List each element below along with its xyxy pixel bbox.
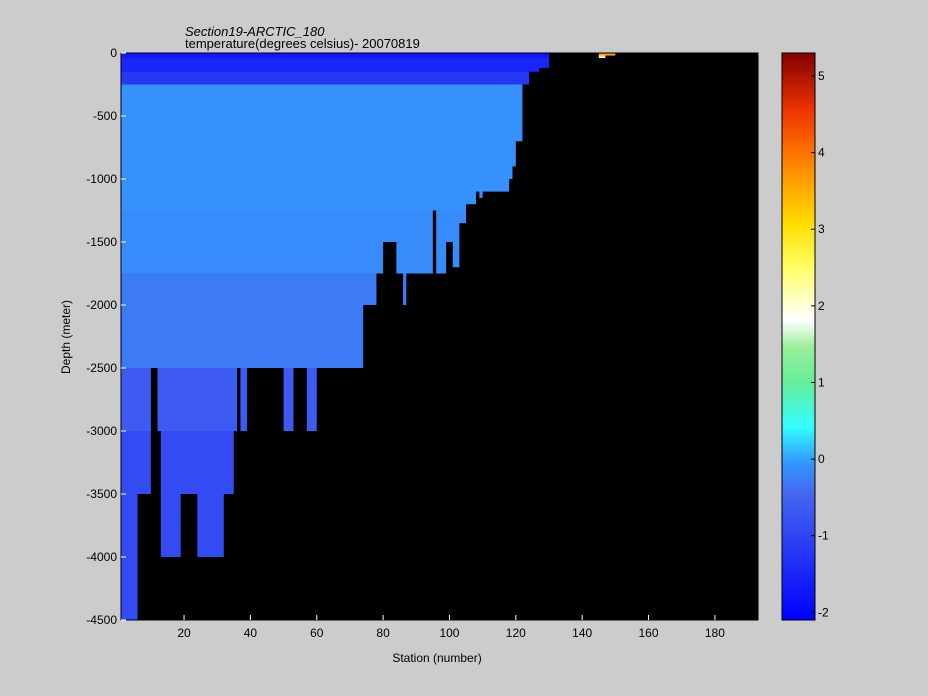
- x-tick-label: 20: [177, 626, 191, 640]
- y-tick-label: 0: [110, 46, 117, 60]
- y-axis-ticks: 0 -500 -1000 -1500 -2000 -2500 -3000 -3500 -4000…: [86, 46, 126, 627]
- y-tick-label: -2500: [86, 361, 117, 375]
- colorbar: -2 -1 0 1 2 3 4 5: [781, 52, 829, 621]
- plot-area: [120, 52, 759, 621]
- x-tick-label: 100: [439, 626, 459, 640]
- colorbar-tick-label: 1: [818, 375, 825, 389]
- temperature-layer: [121, 84, 549, 211]
- colorbar-tick-label: 4: [818, 146, 825, 160]
- chart-subtitle: temperature(degrees celsius)- 20070819: [185, 36, 420, 51]
- y-tick-label: -3500: [86, 487, 117, 501]
- chart-title: Section19-ARCTIC_180: [185, 24, 325, 39]
- colorbar-tick-label: 3: [818, 222, 825, 236]
- temperature-layer: [121, 58, 549, 72]
- colorbar-tick-label: -2: [818, 605, 829, 619]
- x-tick-label: 80: [376, 626, 390, 640]
- plot-frame: [120, 52, 759, 621]
- colorbar-gradient: [781, 52, 816, 621]
- temperature-layer: [121, 71, 549, 85]
- x-tick-label: 160: [639, 626, 659, 640]
- y-tick-label: -500: [93, 109, 117, 123]
- colorbar-tick-label: -1: [818, 529, 829, 543]
- x-axis-ticks: 20 40 60 80 100 120 140 160 180: [177, 615, 725, 640]
- y-tick-label: -4500: [86, 613, 117, 627]
- x-tick-label: 180: [705, 626, 725, 640]
- temperature-layer: [121, 53, 549, 59]
- x-axis-label: Station (number): [392, 651, 481, 665]
- x-tick-label: 60: [310, 626, 324, 640]
- y-tick-label: -4000: [86, 550, 117, 564]
- y-tick-label: -1000: [86, 172, 117, 186]
- y-tick-label: -3000: [86, 424, 117, 438]
- y-tick-label: -1500: [86, 235, 117, 249]
- y-axis-label: Depth (meter): [59, 300, 73, 374]
- colorbar-ticks: -2 -1 0 1 2 3 4 5: [811, 69, 829, 619]
- colorbar-tick-label: 2: [818, 299, 825, 313]
- y-tick-label: -2000: [86, 298, 117, 312]
- x-tick-label: 120: [506, 626, 526, 640]
- x-tick-label: 140: [572, 626, 592, 640]
- x-tick-label: 40: [244, 626, 258, 640]
- bottom-topography: [121, 53, 758, 620]
- colorbar-tick-label: 0: [818, 452, 825, 466]
- colorbar-tick-label: 5: [818, 69, 825, 83]
